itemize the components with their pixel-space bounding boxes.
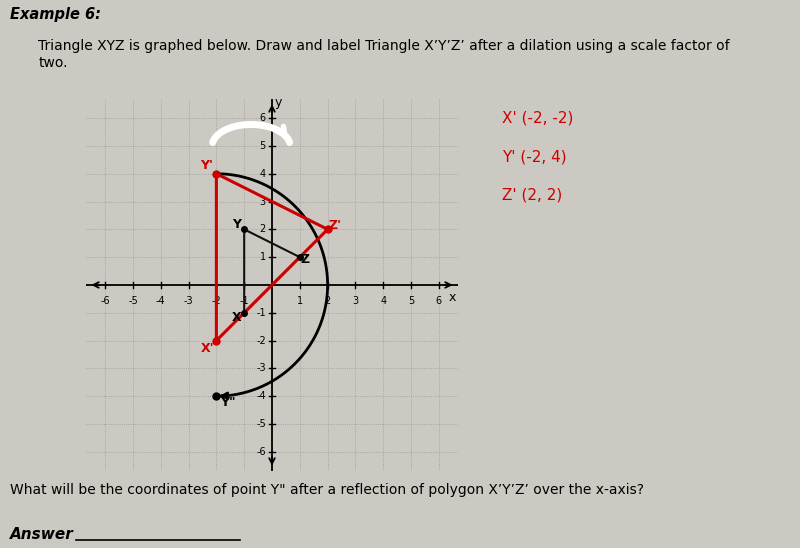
Text: 6: 6 — [436, 296, 442, 306]
Text: -1: -1 — [239, 296, 249, 306]
Text: 4: 4 — [260, 169, 266, 179]
Text: 2: 2 — [260, 224, 266, 235]
Text: Y: Y — [232, 218, 241, 231]
Text: 3: 3 — [260, 197, 266, 207]
Text: -2: -2 — [256, 335, 266, 346]
Text: -2: -2 — [211, 296, 222, 306]
Text: 5: 5 — [260, 141, 266, 151]
Text: Z: Z — [300, 253, 310, 266]
Text: Z' (2, 2): Z' (2, 2) — [502, 188, 562, 203]
Text: -6: -6 — [100, 296, 110, 306]
Text: 1: 1 — [260, 252, 266, 262]
Text: Example 6:: Example 6: — [10, 7, 101, 22]
Text: Y' (-2, 4): Y' (-2, 4) — [502, 149, 567, 164]
Text: Y": Y" — [221, 396, 236, 409]
Text: -5: -5 — [128, 296, 138, 306]
Text: X: X — [231, 311, 242, 324]
Text: -6: -6 — [256, 447, 266, 457]
Text: -3: -3 — [256, 363, 266, 373]
Text: -4: -4 — [156, 296, 166, 306]
Text: X' (-2, -2): X' (-2, -2) — [502, 111, 574, 125]
Text: -3: -3 — [184, 296, 194, 306]
Text: -5: -5 — [256, 419, 266, 429]
Text: 3: 3 — [352, 296, 358, 306]
Text: 2: 2 — [325, 296, 330, 306]
Text: Y': Y' — [200, 159, 213, 173]
Text: 1: 1 — [297, 296, 303, 306]
Text: Answer: Answer — [10, 527, 74, 541]
Text: X': X' — [202, 342, 215, 355]
Text: 6: 6 — [260, 113, 266, 123]
Text: -1: -1 — [256, 308, 266, 318]
Text: y: y — [274, 96, 282, 109]
Text: 5: 5 — [408, 296, 414, 306]
Text: Z': Z' — [329, 219, 342, 232]
Text: What will be the coordinates of point Y" after a reflection of polygon X’Y’Z’ ov: What will be the coordinates of point Y"… — [10, 483, 643, 497]
Text: -4: -4 — [256, 391, 266, 401]
Text: 4: 4 — [380, 296, 386, 306]
Text: Triangle XYZ is graphed below. Draw and label Triangle X’Y’Z’ after a dilation u: Triangle XYZ is graphed below. Draw and … — [38, 39, 730, 70]
Text: x: x — [449, 291, 457, 304]
